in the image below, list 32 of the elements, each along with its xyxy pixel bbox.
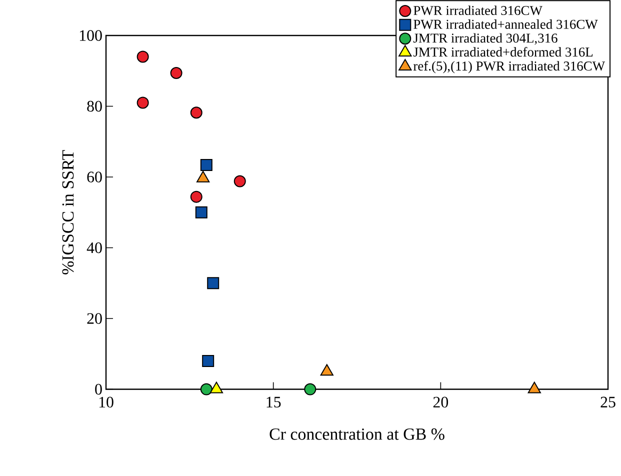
point xyxy=(200,383,212,396)
x-tick-label: 10 xyxy=(99,396,114,408)
point xyxy=(136,96,149,109)
legend-label: ref.(5),(11) PWR irradiated 316CW xyxy=(413,60,606,74)
point xyxy=(234,175,246,188)
y-tick-label: 20 xyxy=(87,313,102,324)
legend-label: JMTR irradiated 304L,316 xyxy=(413,33,558,45)
point xyxy=(136,50,149,63)
point xyxy=(170,66,182,79)
legend-label: PWR irradiated 316CW xyxy=(414,6,542,16)
point xyxy=(207,277,220,290)
point xyxy=(320,364,334,376)
y-axis-title: %IGSCC in SSRT xyxy=(62,150,74,274)
point xyxy=(190,190,202,203)
point xyxy=(528,382,541,394)
point xyxy=(200,158,212,171)
point xyxy=(210,382,224,394)
legend-label: JMTR irradiated+deformed 316L xyxy=(413,47,593,57)
point xyxy=(202,354,214,367)
y-tick-label: 0 xyxy=(95,384,102,395)
point xyxy=(195,206,208,218)
y-tick-label: 80 xyxy=(87,100,102,112)
x-tick-label: 15 xyxy=(266,396,281,408)
legend-label: PWR irradiated+annealed 316CW xyxy=(414,19,598,29)
point xyxy=(190,106,202,119)
x-tick-label: 20 xyxy=(433,396,448,408)
y-tick-label: 100 xyxy=(80,30,102,41)
y-tick-label: 40 xyxy=(86,242,102,254)
point xyxy=(304,383,316,396)
x-axis-title: Cr concentration at GB % xyxy=(270,428,444,440)
x-tick-label: 25 xyxy=(600,396,616,408)
y-tick-label: 60 xyxy=(87,172,102,182)
